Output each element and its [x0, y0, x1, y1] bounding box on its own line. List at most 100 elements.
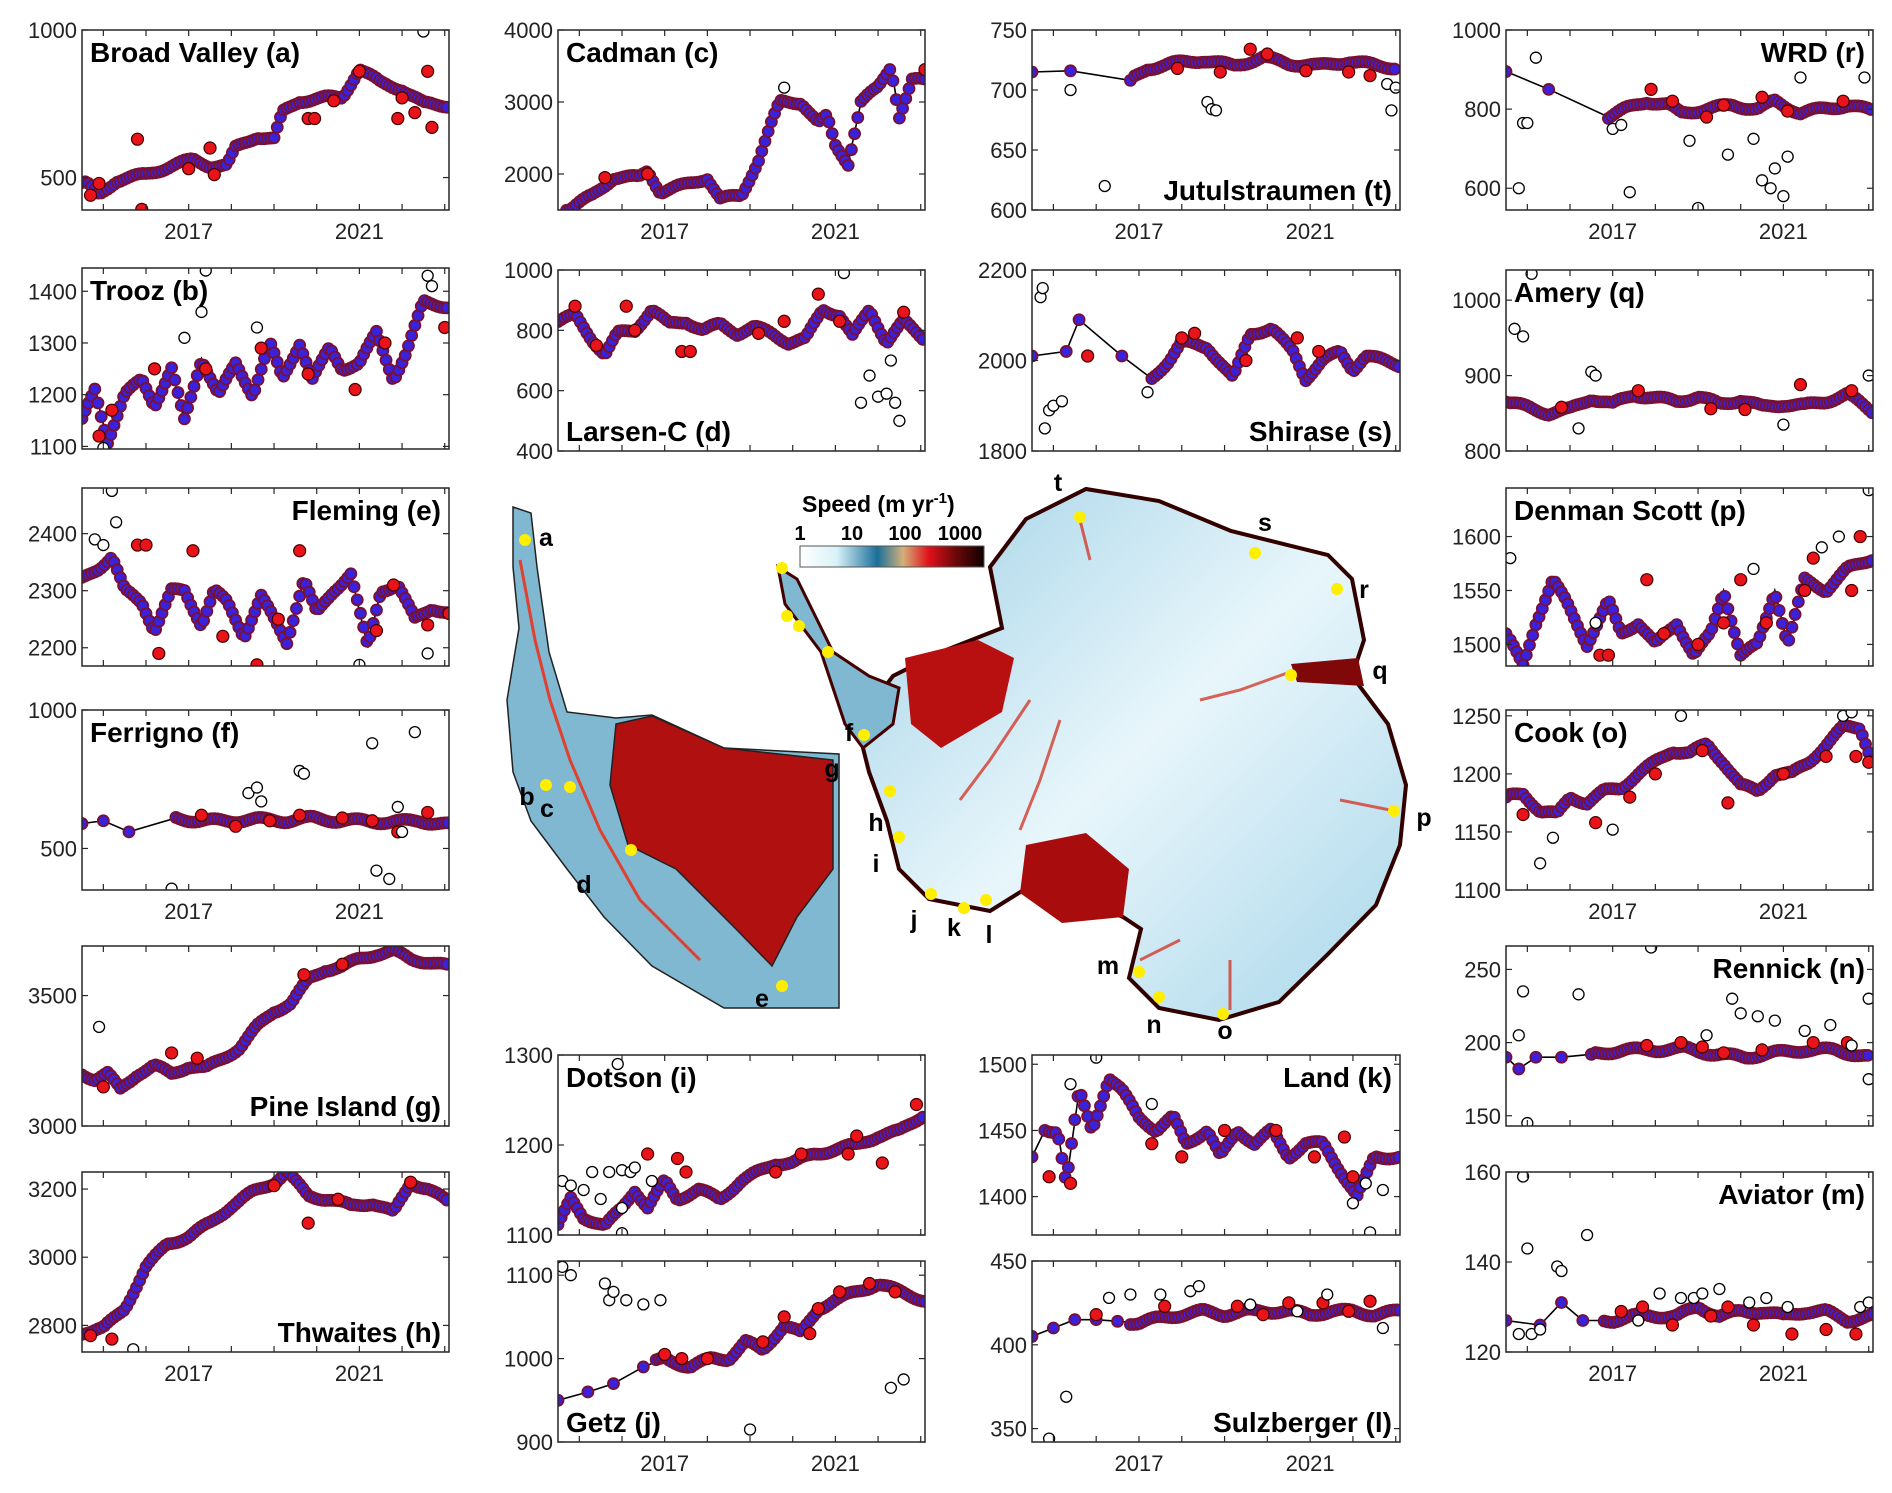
outlier-point [165, 882, 178, 890]
y-tick-label: 700 [990, 78, 1027, 103]
panel-p: 1500 1550 1600 Denman Scott (p) [1452, 487, 1874, 667]
panel-title: Jutulstraumen (t) [1163, 175, 1392, 206]
map-label-h: h [868, 809, 883, 837]
velocity-point [1782, 633, 1796, 647]
velocity-point [1506, 65, 1513, 78]
glacier-location-dot [925, 888, 937, 900]
velocity-point [181, 401, 195, 415]
outlier-point [1042, 1432, 1056, 1442]
velocity-point [370, 603, 383, 617]
velocity-point [1865, 554, 1873, 568]
map-label-s: s [1258, 509, 1272, 537]
velocity-point [82, 817, 89, 830]
x-tick-label: 2017 [640, 1451, 689, 1476]
outlier-point [1512, 1327, 1525, 1341]
y-tick-label: 600 [1464, 176, 1501, 201]
velocity-point [1064, 64, 1077, 78]
red-point [378, 336, 392, 350]
panel-b: 1100 1200 1300 1400 Trooz (b) [28, 267, 450, 459]
outlier-point [1858, 71, 1871, 84]
red-point [1230, 1299, 1244, 1313]
y-tick-label: 1100 [1454, 878, 1501, 903]
outlier-point [1516, 985, 1530, 998]
red-point [589, 338, 604, 353]
velocity-point [267, 131, 281, 145]
outlier-point [598, 1277, 612, 1290]
red-point [1145, 1137, 1159, 1151]
panel-o: 2017 2021 1100 1150 1200 1250 Cook (o) [1452, 704, 1874, 924]
outlier-point [1764, 182, 1777, 195]
panel-title: Amery (q) [1514, 277, 1645, 308]
red-point [254, 341, 268, 355]
x-tick-label: 2021 [1286, 1451, 1335, 1476]
glacier-location-dot [958, 902, 970, 914]
red-point [1589, 816, 1603, 830]
red-point [641, 1147, 655, 1161]
red-point [331, 1192, 345, 1206]
glacier-location-dot [519, 534, 531, 546]
velocity-point [822, 115, 836, 129]
velocity-point [844, 143, 858, 157]
red-point [408, 106, 422, 120]
velocity-point [558, 1393, 565, 1407]
red-point [391, 111, 405, 126]
outlier-point [778, 81, 791, 94]
velocity-point [1788, 608, 1802, 621]
y-tick-label: 250 [1464, 957, 1501, 982]
outlier-point [603, 1165, 616, 1179]
red-point [918, 63, 925, 77]
red-point [1631, 384, 1645, 398]
velocity-point [851, 111, 865, 124]
axes-frame [1505, 29, 1874, 211]
velocity-point [1052, 1132, 1066, 1146]
outlier-point [1781, 1300, 1794, 1314]
velocity-point [440, 100, 449, 114]
axes-frame [1505, 269, 1874, 452]
y-tick-label: 120 [1464, 1340, 1501, 1365]
outlier-point [611, 1057, 624, 1071]
red-point [1798, 583, 1812, 598]
glacier-location-dot [564, 781, 576, 793]
red-point [841, 1147, 855, 1161]
red-point [1644, 82, 1658, 96]
plot-marks [1032, 281, 1400, 435]
velocity-point [1032, 1330, 1039, 1343]
map-label-p: p [1416, 804, 1431, 832]
red-point [909, 1097, 924, 1112]
outlier-point [1060, 1390, 1073, 1403]
red-point [670, 1151, 685, 1166]
y-tick-label: 650 [990, 138, 1027, 163]
outlier-point [109, 516, 123, 529]
outlier-point [884, 354, 898, 367]
red-point [1845, 384, 1859, 398]
outlier-point [250, 321, 264, 334]
colorbar-tick-1000: 1000 [938, 523, 983, 545]
red-point [96, 1080, 110, 1094]
outlier-point [92, 1020, 106, 1034]
outlier-point [1141, 386, 1154, 399]
panel-title: Shirase (s) [1249, 416, 1392, 447]
plot-area [1506, 270, 1873, 451]
axes-frame [81, 1171, 450, 1353]
map-label-o: o [1217, 1017, 1232, 1045]
plot-marks [1506, 270, 1873, 435]
outlier-point [1696, 1287, 1709, 1300]
plot-marks [560, 63, 925, 210]
red-point [92, 176, 106, 191]
panel-r: 2017 2021 600 800 1000 WRD (r) [1452, 18, 1874, 244]
velocity-point [171, 386, 185, 399]
outlier-point [1623, 186, 1636, 199]
outlier-point [1777, 418, 1790, 431]
y-tick-label: 1000 [504, 1347, 553, 1372]
red-point [1256, 1308, 1270, 1322]
panel-title: WRD (r) [1761, 37, 1865, 68]
red-point [683, 344, 697, 359]
plot-area [1506, 946, 1873, 1126]
y-tick-label: 400 [516, 439, 553, 464]
outlier-point [564, 1179, 577, 1192]
velocity-point [1115, 349, 1129, 363]
outlier-point [1244, 1298, 1257, 1311]
y-tick-label: 1450 [978, 1118, 1027, 1143]
outlier-point [1768, 1014, 1781, 1027]
